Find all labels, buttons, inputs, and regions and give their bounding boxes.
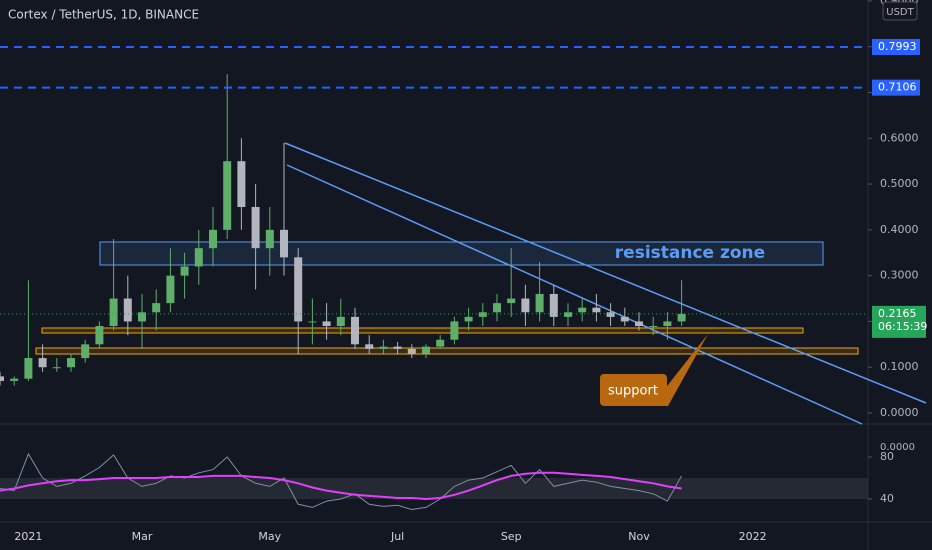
price-label: 0.7106: [878, 81, 917, 94]
candle-body: [407, 348, 416, 354]
price-label-box: [872, 39, 920, 56]
candle-body: [677, 313, 686, 322]
candle-body: [507, 298, 516, 304]
last-price-label: 0.2165: [878, 307, 917, 320]
axis-note: 0.0000: [880, 442, 915, 453]
rsi-band: [0, 478, 868, 499]
candle-body: [152, 303, 161, 313]
annotation: support: [608, 384, 658, 399]
candle-body: [564, 312, 572, 317]
candle-body: [478, 312, 487, 317]
candle-body: [436, 339, 445, 347]
candle-body: [493, 303, 501, 313]
candle-body: [606, 312, 615, 317]
candle-body: [180, 266, 189, 276]
candle-body: [422, 346, 430, 354]
candle-body: [322, 321, 331, 327]
candle-body: [336, 316, 345, 327]
candle-body: [67, 358, 75, 368]
y-tick-label: 0.3000: [880, 269, 919, 282]
candle-body: [95, 326, 104, 345]
candle-body: [10, 378, 19, 381]
candle-body: [52, 367, 61, 369]
candle-body: [620, 316, 629, 322]
indicator-line: [0, 452, 683, 511]
candle-body: [393, 346, 402, 349]
countdown: 06:15:39: [878, 320, 927, 333]
candle-body: [166, 275, 175, 304]
candle-body: [223, 161, 232, 230]
candle-body: [578, 307, 587, 313]
candle-body: [549, 293, 558, 317]
candle-body: [38, 358, 47, 368]
candle-body: [138, 312, 146, 322]
y-tick-label: 40: [880, 492, 894, 505]
candle-body: [521, 298, 530, 313]
chart-title: Cortex / TetherUS, 1D, BINANCE: [8, 8, 199, 22]
support-zone: [35, 347, 859, 355]
x-tick-label: Nov: [628, 530, 650, 543]
x-tick-label: 2021: [14, 530, 42, 543]
candle-body: [24, 358, 33, 379]
x-tick-label: Jul: [390, 530, 404, 543]
candle-body: [649, 326, 658, 328]
y-tick-label: 0.1000: [880, 360, 919, 373]
candle-body: [109, 298, 118, 327]
candle-body: [251, 206, 260, 249]
currency-box: [882, 1, 918, 21]
price-label: 0.7993: [878, 40, 917, 53]
y-tick-label: 0.5000: [880, 177, 919, 190]
support-zone: [41, 327, 804, 334]
candle-body: [450, 321, 459, 340]
y-tick-label: 0.0000: [880, 406, 919, 419]
x-tick-label: 2022: [739, 530, 767, 543]
candle-body: [592, 307, 601, 313]
x-tick-label: Mar: [132, 530, 153, 543]
candle-body: [265, 229, 274, 249]
candle-body: [663, 321, 672, 327]
candle-body: [351, 316, 359, 345]
candle-body: [365, 344, 374, 349]
candle-body: [635, 321, 643, 327]
candle-body: [308, 321, 317, 323]
last-price-box: [872, 305, 926, 338]
price-label-box: [872, 79, 920, 96]
candle-body: [209, 229, 217, 249]
candle-body: [0, 376, 4, 381]
indicator-line: [0, 471, 682, 501]
y-tick-label: 0.4000: [880, 223, 919, 236]
x-tick-label: May: [258, 530, 281, 543]
trend-line: [286, 164, 863, 425]
candle-body: [535, 293, 544, 313]
candle-body: [123, 298, 132, 322]
trend-line: [284, 142, 927, 404]
candle-body: [294, 257, 303, 322]
candle-body: [81, 344, 90, 359]
callout-box: [600, 374, 667, 406]
currency: USDT: [886, 7, 914, 18]
y-tick-label: 80: [880, 450, 894, 463]
annotation: resistance zone: [615, 243, 765, 263]
candle-body: [194, 248, 203, 267]
y-tick-label: 0.6000: [880, 131, 919, 144]
candle-body: [280, 229, 288, 258]
x-tick-label: Sep: [501, 530, 522, 543]
candle-body: [379, 346, 388, 349]
candle-body: [464, 316, 473, 322]
candle-body: [237, 161, 246, 207]
